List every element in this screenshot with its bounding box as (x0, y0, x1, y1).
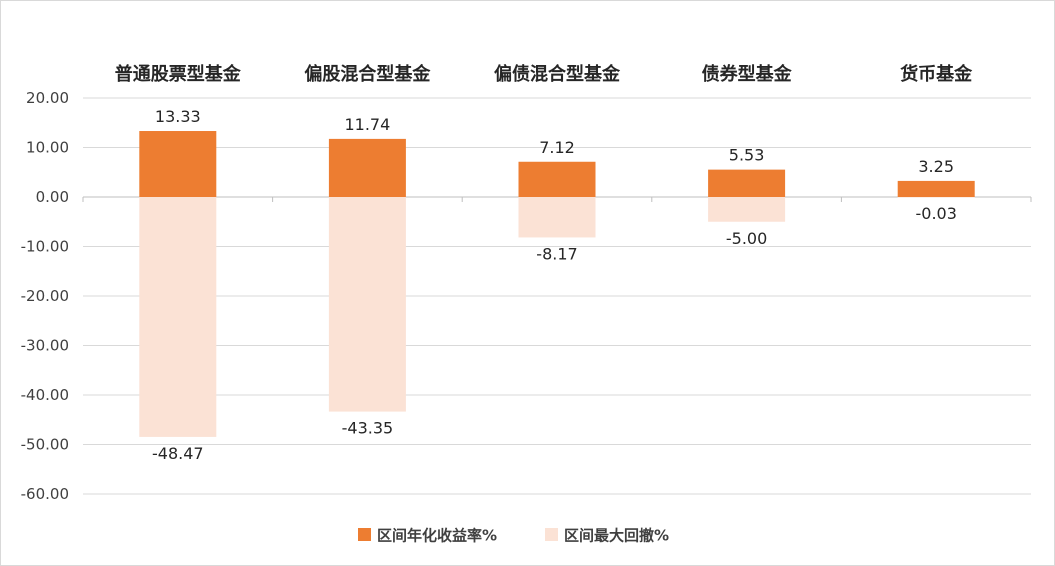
return-data-label: 3.25 (918, 157, 954, 176)
gridlines (83, 97, 1031, 495)
drawdown-data-label: -8.17 (536, 244, 577, 263)
x-axis: 普通股票型基金 偏股混合型基金 偏债混合型基金 债券型基金 货币基金 (82, 63, 1032, 202)
drawdown-bar (897, 197, 975, 198)
legend-swatch-return (358, 528, 371, 541)
y-tick-label: 20.00 (26, 89, 69, 107)
return-data-label: 13.33 (155, 107, 201, 126)
drawdown-data-label: -5.00 (726, 229, 767, 248)
category-label: 债券型基金 (702, 63, 793, 85)
legend: 区间年化收益率% 区间最大回撤% (358, 527, 669, 545)
drawdown-bar (139, 197, 217, 437)
drawdown-data-label: -0.03 (915, 204, 956, 223)
y-tick-label: -10.00 (21, 238, 69, 256)
category-label: 偏债混合型基金 (494, 63, 621, 85)
return-data-label: 7.12 (539, 138, 575, 157)
category-label: 普通股票型基金 (115, 63, 242, 85)
return-data-label: 11.74 (344, 115, 390, 134)
return-data-label: 5.53 (729, 146, 765, 165)
return-bar (139, 131, 217, 197)
category-label: 偏股混合型基金 (304, 63, 431, 85)
drawdown-bar (328, 197, 406, 412)
y-tick-label: 0.00 (36, 188, 69, 206)
drawdown-data-label: -43.35 (342, 419, 394, 438)
legend-swatch-drawdown (545, 528, 558, 541)
y-tick-label: -20.00 (21, 287, 69, 305)
drawdown-bar (518, 197, 596, 238)
y-tick-label: -50.00 (21, 436, 69, 454)
y-tick-label: 10.00 (26, 139, 69, 157)
y-axis: 20.00 10.00 0.00 -10.00 -20.00 -30.00 -40.00 -5… (21, 89, 69, 503)
legend-item-drawdown: 区间最大回撤% (545, 527, 669, 545)
drawdown-data-label: -48.47 (152, 444, 204, 463)
data-labels: 13.33 11.74 7.12 5.53 3.25 -48.47 -43.35 -8.17 -… (152, 107, 957, 463)
y-tick-label: -60.00 (21, 485, 69, 503)
y-tick-label: -30.00 (21, 337, 69, 355)
drawdown-bar (708, 197, 786, 222)
bars (139, 131, 975, 437)
return-bar (708, 169, 786, 197)
legend-label: 区间年化收益率% (377, 527, 497, 545)
return-bar (518, 161, 596, 197)
return-bar (328, 138, 406, 197)
category-label: 货币基金 (900, 63, 973, 85)
legend-item-return: 区间年化收益率% (358, 527, 497, 545)
y-tick-label: -40.00 (21, 386, 69, 404)
legend-label: 区间最大回撤% (564, 527, 669, 545)
return-bar (897, 180, 975, 197)
